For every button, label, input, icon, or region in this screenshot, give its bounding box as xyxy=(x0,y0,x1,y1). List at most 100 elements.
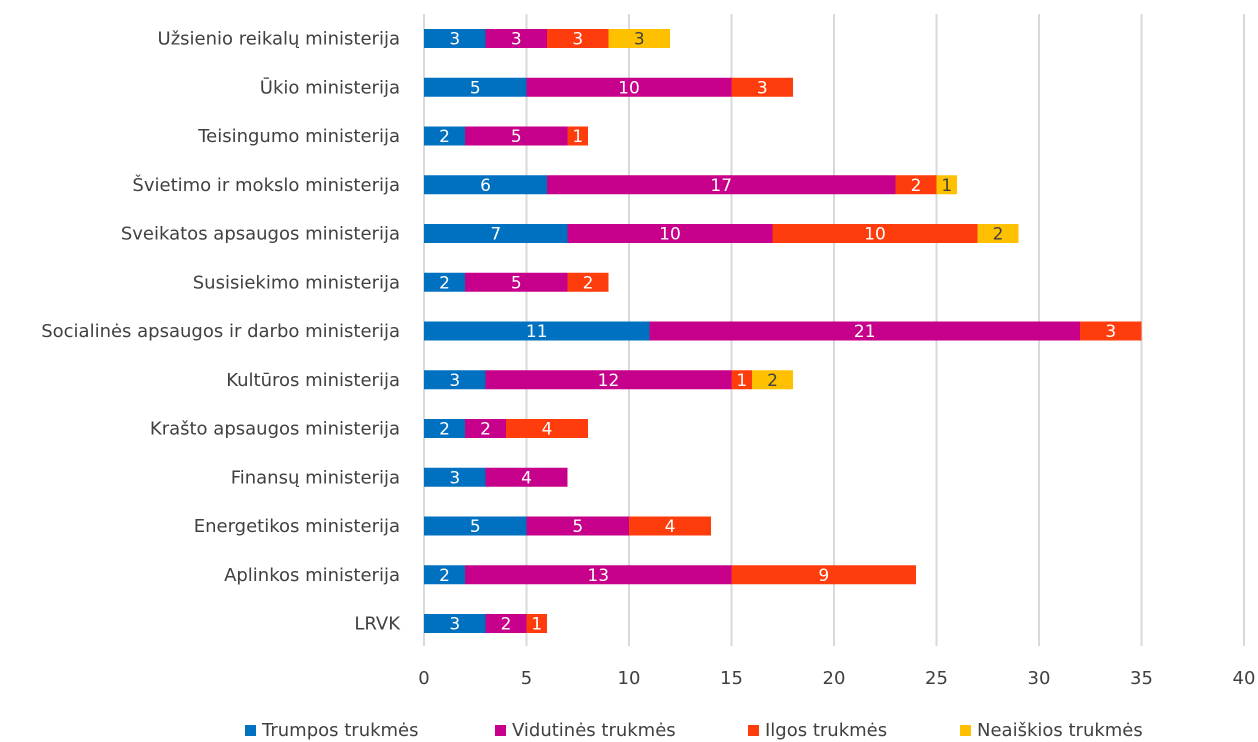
bar-value-label: 9 xyxy=(818,566,829,586)
bar-value-label: 5 xyxy=(511,273,522,293)
bar-value-label: 4 xyxy=(521,468,532,488)
bar-segment xyxy=(465,126,568,146)
legend-swatch xyxy=(748,725,759,736)
x-tick-label: 25 xyxy=(925,668,948,689)
bar-value-label: 3 xyxy=(449,30,460,50)
x-tick-label: 15 xyxy=(720,668,743,689)
bar-segment xyxy=(424,175,547,195)
legend-swatch xyxy=(960,725,971,736)
category-label: Susisiekimo ministerija xyxy=(193,272,400,293)
x-tick-label: 30 xyxy=(1028,668,1051,689)
bar-segment xyxy=(567,224,773,243)
x-tick-label: 10 xyxy=(618,668,641,689)
bar-value-label: 2 xyxy=(993,225,1004,245)
bar-value-label: 3 xyxy=(757,78,768,98)
bar-value-label: 2 xyxy=(583,273,594,293)
bar-segment xyxy=(731,565,916,585)
bar-value-label: 5 xyxy=(470,78,481,98)
bar-segment xyxy=(608,29,670,48)
bar-segment xyxy=(526,614,547,633)
category-label: Ūkio ministerija xyxy=(260,76,400,98)
bar-value-label: 2 xyxy=(439,566,450,586)
bar-segment xyxy=(424,29,486,48)
bar-segment xyxy=(731,370,752,390)
bar-value-label: 3 xyxy=(449,615,460,635)
bar-segment xyxy=(424,370,486,390)
legend-label: Trumpos trukmės xyxy=(261,720,419,741)
category-label: Kultūros ministerija xyxy=(226,370,400,391)
category-labels: Užsienio reikalų ministerija Ūkio ministe… xyxy=(41,29,401,635)
bar-value-label: 10 xyxy=(618,78,640,98)
bar-value-label: 10 xyxy=(659,225,681,245)
x-tick-label: 0 xyxy=(418,668,429,689)
bar-value-label: 5 xyxy=(511,127,522,147)
bar-value-label: 6 xyxy=(480,176,491,196)
bar-segment xyxy=(649,321,1080,341)
category-label: Krašto apsaugos ministerija xyxy=(150,419,400,440)
bar-segment xyxy=(977,224,1019,243)
bar-value-label: 5 xyxy=(572,517,583,537)
bar-value-label: 2 xyxy=(439,273,450,293)
x-tick-label: 5 xyxy=(521,668,532,689)
bar-segment xyxy=(1080,321,1142,341)
bar-segment xyxy=(547,29,609,48)
bar-segment xyxy=(485,467,568,487)
category-label: Aplinkos ministerija xyxy=(224,565,400,586)
bar-segment xyxy=(567,126,588,146)
legend-swatch xyxy=(245,725,256,736)
bar-value-label: 2 xyxy=(439,127,450,147)
legend-label: Ilgos trukmės xyxy=(765,720,887,741)
bar-segment xyxy=(526,516,629,536)
bar-value-label: 21 xyxy=(854,322,876,342)
category-label: Energetikos ministerija xyxy=(194,516,400,537)
bar-segment xyxy=(465,272,568,292)
bar-value-label: 3 xyxy=(634,30,645,50)
bar-value-label: 1 xyxy=(736,371,747,391)
bar-value-label: 13 xyxy=(587,566,609,586)
bar-value-label: 17 xyxy=(710,176,732,196)
bar-segment xyxy=(424,565,465,585)
category-label: Švietimo ir mokslo ministerija xyxy=(132,174,400,196)
bar-value-label: 3 xyxy=(449,468,460,488)
bar-segment xyxy=(424,516,527,536)
bar-value-label: 4 xyxy=(542,420,553,440)
bars: 3 3 3 35 10 32 5 16 17 2 17 10 10 22 5 211 21 33 12 1 22 2 43 4… xyxy=(424,29,1142,635)
bar-value-label: 7 xyxy=(490,225,501,245)
bar-segment xyxy=(629,516,711,536)
legend-label: Vidutinės trukmės xyxy=(512,720,676,741)
bar-segment xyxy=(465,419,506,438)
bar-segment xyxy=(424,321,650,341)
bar-value-label: 3 xyxy=(511,30,522,50)
bar-value-label: 2 xyxy=(439,420,450,440)
bar-segment xyxy=(936,175,957,195)
bar-value-label: 11 xyxy=(526,322,548,342)
bar-value-label: 3 xyxy=(1105,322,1116,342)
category-label: LRVK xyxy=(354,614,401,635)
bar-segment xyxy=(752,370,793,390)
bar-segment xyxy=(547,175,896,195)
bar-segment xyxy=(424,77,527,97)
x-tick-labels: 0 5 10 15 20 25 30 35 40 xyxy=(418,668,1255,689)
bar-segment xyxy=(485,29,547,48)
category-label: Teisingumo ministerija xyxy=(197,126,400,147)
category-label: Užsienio reikalų ministerija xyxy=(158,29,400,50)
bar-value-label: 2 xyxy=(911,176,922,196)
bar-segment xyxy=(424,224,568,243)
bar-value-label: 1 xyxy=(531,615,542,635)
bar-value-label: 2 xyxy=(767,371,778,391)
legend-label: Neaiškios trukmės xyxy=(977,720,1143,741)
bar-value-label: 4 xyxy=(665,517,676,537)
bar-segment xyxy=(424,467,486,487)
legend-swatch xyxy=(495,725,506,736)
x-tick-label: 40 xyxy=(1233,668,1256,689)
bar-segment xyxy=(506,419,588,438)
bar-value-label: 1 xyxy=(572,127,583,147)
bar-segment xyxy=(772,224,978,243)
bar-value-label: 5 xyxy=(470,517,481,537)
bar-segment xyxy=(424,272,465,292)
legend: Trumpos trukmės Vidutinės trukmės Ilgos tr… xyxy=(245,720,1143,741)
bar-value-label: 3 xyxy=(572,30,583,50)
bar-segment xyxy=(485,614,527,633)
